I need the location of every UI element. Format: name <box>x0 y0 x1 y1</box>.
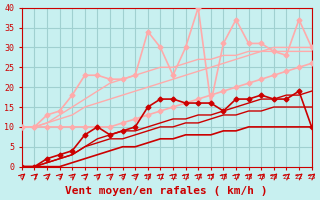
X-axis label: Vent moyen/en rafales ( km/h ): Vent moyen/en rafales ( km/h ) <box>66 186 268 196</box>
